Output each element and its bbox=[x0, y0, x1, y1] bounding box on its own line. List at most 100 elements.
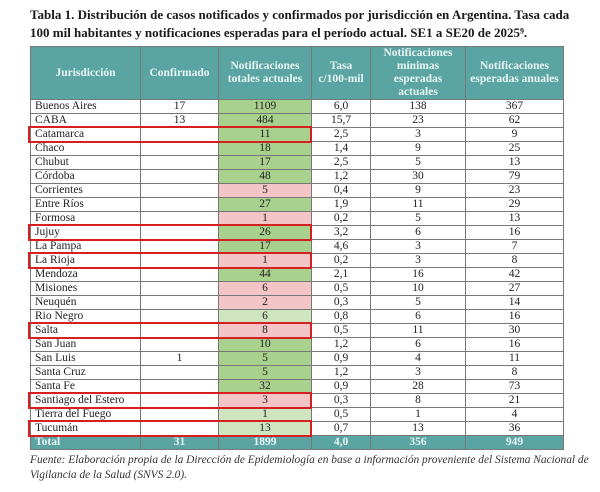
cell-notificaciones: 8 bbox=[218, 323, 312, 338]
total-tasa: 4,0 bbox=[311, 435, 371, 450]
cell-tasa: 6,0 bbox=[311, 99, 371, 114]
header-row: Jurisdicción Confirmado Notificaciones t… bbox=[30, 46, 564, 100]
cell-notificaciones: 3 bbox=[218, 393, 312, 408]
cell-confirmado bbox=[140, 295, 219, 310]
cell-jurisdiccion: Salta bbox=[30, 323, 141, 338]
cell-notificaciones: 17 bbox=[218, 239, 312, 254]
table-row: La Rioja 1 0,2 3 8 bbox=[30, 253, 564, 268]
cell-minimas: 6 bbox=[370, 337, 466, 352]
header-tasa: Tasa c/100-mil bbox=[311, 46, 371, 100]
cell-anuales: 9 bbox=[465, 127, 564, 142]
cell-jurisdiccion: Catamarca bbox=[30, 127, 141, 142]
cell-tasa: 0,5 bbox=[311, 407, 371, 422]
cell-confirmado bbox=[140, 407, 219, 422]
cell-minimas: 4 bbox=[370, 351, 466, 366]
cell-confirmado bbox=[140, 253, 219, 268]
table-row: Tucumán 13 0,7 13 36 bbox=[30, 421, 564, 436]
cell-notificaciones: 2 bbox=[218, 295, 312, 310]
table-row: Salta 8 0,5 11 30 bbox=[30, 323, 564, 338]
cell-confirmado bbox=[140, 127, 219, 142]
table-row: Tierra del Fuego 1 0,5 1 4 bbox=[30, 407, 564, 422]
total-row: Total 31 1899 4,0 356 949 bbox=[30, 435, 564, 450]
cell-jurisdiccion: Entre Ríos bbox=[30, 197, 141, 212]
cell-anuales: 8 bbox=[465, 253, 564, 268]
cell-jurisdiccion: Corrientes bbox=[30, 183, 141, 198]
cell-minimas: 3 bbox=[370, 253, 466, 268]
cell-confirmado bbox=[140, 323, 219, 338]
cell-minimas: 5 bbox=[370, 155, 466, 170]
header-notificaciones-totales: Notificaciones totales actuales bbox=[218, 46, 312, 100]
cell-minimas: 11 bbox=[370, 197, 466, 212]
table-row: Chubut 17 2,5 5 13 bbox=[30, 155, 564, 170]
total-notificaciones: 1899 bbox=[218, 435, 312, 450]
cell-minimas: 11 bbox=[370, 323, 466, 338]
cell-minimas: 3 bbox=[370, 127, 466, 142]
cell-anuales: 13 bbox=[465, 155, 564, 170]
cell-anuales: 16 bbox=[465, 309, 564, 324]
cell-minimas: 10 bbox=[370, 281, 466, 296]
cell-anuales: 30 bbox=[465, 323, 564, 338]
table-row: Entre Ríos 27 1,9 11 29 bbox=[30, 197, 564, 212]
cell-minimas: 9 bbox=[370, 183, 466, 198]
cell-confirmado bbox=[140, 239, 219, 254]
cell-jurisdiccion: San Luis bbox=[30, 351, 141, 366]
table-row: Santiago del Estero 3 0,3 8 21 bbox=[30, 393, 564, 408]
cell-notificaciones: 1 bbox=[218, 211, 312, 226]
cell-minimas: 28 bbox=[370, 379, 466, 394]
header-jurisdiccion: Jurisdicción bbox=[30, 46, 141, 100]
cell-notificaciones: 1 bbox=[218, 253, 312, 268]
cell-minimas: 8 bbox=[370, 393, 466, 408]
cell-tasa: 15,7 bbox=[311, 113, 371, 128]
cell-jurisdiccion: Neuquén bbox=[30, 295, 141, 310]
cell-confirmado: 1 bbox=[140, 351, 219, 366]
cell-minimas: 23 bbox=[370, 113, 466, 128]
cell-tasa: 0,2 bbox=[311, 211, 371, 226]
cell-notificaciones: 5 bbox=[218, 351, 312, 366]
cell-tasa: 0,5 bbox=[311, 323, 371, 338]
cell-confirmado bbox=[140, 309, 219, 324]
cell-tasa: 1,4 bbox=[311, 141, 371, 156]
cell-minimas: 9 bbox=[370, 141, 466, 156]
cell-jurisdiccion: Mendoza bbox=[30, 267, 141, 282]
cell-jurisdiccion: Chaco bbox=[30, 141, 141, 156]
table-row: Neuquén 2 0,3 5 14 bbox=[30, 295, 564, 310]
table-title: Tabla 1. Distribución de casos notificad… bbox=[30, 7, 570, 40]
cell-tasa: 0,5 bbox=[311, 281, 371, 296]
cell-anuales: 79 bbox=[465, 169, 564, 184]
cell-tasa: 0,4 bbox=[311, 183, 371, 198]
cell-minimas: 6 bbox=[370, 309, 466, 324]
cell-minimas: 16 bbox=[370, 267, 466, 282]
cell-jurisdiccion: Rio Negro bbox=[30, 309, 141, 324]
cell-anuales: 21 bbox=[465, 393, 564, 408]
cell-confirmado bbox=[140, 365, 219, 380]
cell-notificaciones: 48 bbox=[218, 169, 312, 184]
cell-confirmado bbox=[140, 393, 219, 408]
cell-confirmado bbox=[140, 421, 219, 436]
cell-confirmado bbox=[140, 197, 219, 212]
cell-anuales: 4 bbox=[465, 407, 564, 422]
cell-tasa: 1,2 bbox=[311, 169, 371, 184]
cell-minimas: 1 bbox=[370, 407, 466, 422]
table-row: Rio Negro 6 0,8 6 16 bbox=[30, 309, 564, 324]
table-row: La Pampa 17 4,6 3 7 bbox=[30, 239, 564, 254]
cell-anuales: 42 bbox=[465, 267, 564, 282]
cell-anuales: 27 bbox=[465, 281, 564, 296]
cell-notificaciones: 5 bbox=[218, 183, 312, 198]
cell-jurisdiccion: Tierra del Fuego bbox=[30, 407, 141, 422]
cell-tasa: 2,1 bbox=[311, 267, 371, 282]
cell-jurisdiccion: Misiones bbox=[30, 281, 141, 296]
cell-minimas: 3 bbox=[370, 365, 466, 380]
cell-anuales: 8 bbox=[465, 365, 564, 380]
cell-notificaciones: 11 bbox=[218, 127, 312, 142]
cell-anuales: 11 bbox=[465, 351, 564, 366]
table-row: Chaco 18 1,4 9 25 bbox=[30, 141, 564, 156]
cell-notificaciones: 1109 bbox=[218, 99, 312, 114]
table-row: Catamarca 11 2,5 3 9 bbox=[30, 127, 564, 142]
cell-tasa: 2,5 bbox=[311, 127, 371, 142]
cell-minimas: 5 bbox=[370, 211, 466, 226]
table-row: Córdoba 48 1,2 30 79 bbox=[30, 169, 564, 184]
cell-tasa: 1,2 bbox=[311, 337, 371, 352]
cell-jurisdiccion: Santiago del Estero bbox=[30, 393, 141, 408]
cell-notificaciones: 484 bbox=[218, 113, 312, 128]
